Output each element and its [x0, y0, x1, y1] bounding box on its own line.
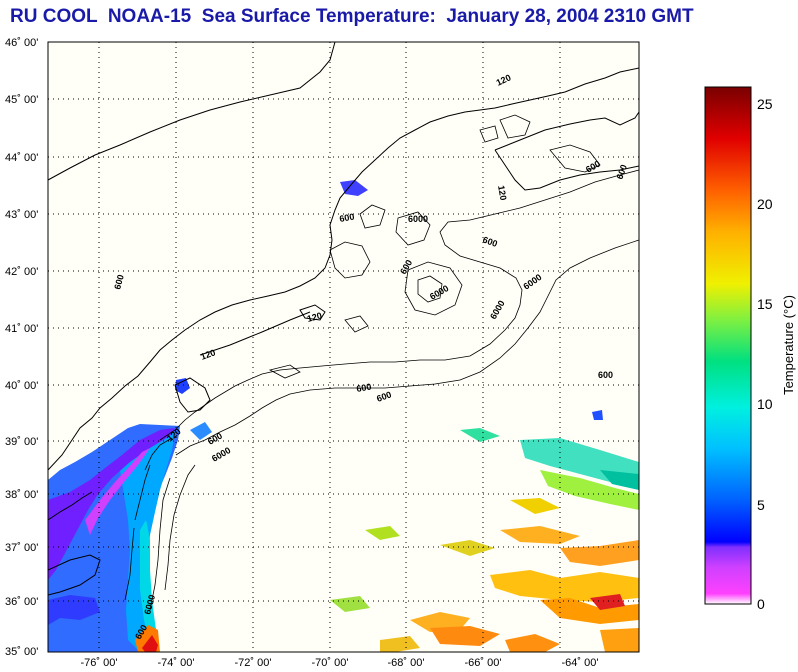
- lon-tick: -66˚ 00': [465, 657, 502, 669]
- colorbar-tick: 0: [757, 596, 765, 612]
- colorbar-tick: 15: [757, 296, 773, 312]
- longitude-ticks: -76˚ 00' -74˚ 00' -72˚ 00' -70˚ 00' -68˚…: [81, 657, 599, 669]
- lat-tick: 39˚ 00': [5, 436, 38, 448]
- lat-tick: 35˚ 00': [5, 646, 38, 658]
- lat-tick: 40˚ 00': [5, 380, 38, 392]
- contour-label: 600: [112, 273, 126, 290]
- contour-label: 120: [306, 310, 323, 324]
- colorbar-tick: 10: [757, 396, 773, 412]
- colorbar-title: Temperature (°C): [781, 295, 796, 395]
- contour-label: 120: [496, 185, 508, 202]
- lat-tick: 43˚ 00': [5, 209, 38, 221]
- colorbar-tick: 25: [757, 96, 773, 112]
- lat-tick: 42˚ 00': [5, 266, 38, 278]
- colorbar-tick: 5: [757, 497, 765, 513]
- colorbar-tick: 20: [757, 196, 773, 212]
- lat-tick: 38˚ 00': [5, 489, 38, 501]
- lat-lon-grid: [48, 42, 639, 652]
- contour-label: 120: [199, 347, 217, 362]
- lat-tick: 45˚ 00': [5, 94, 38, 106]
- contour-label: 600: [598, 370, 613, 380]
- contour-label: 600: [481, 234, 499, 249]
- lat-tick: 37˚ 00': [5, 542, 38, 554]
- contour-label: 6000: [408, 214, 428, 224]
- lon-tick: -68˚ 00': [388, 657, 425, 669]
- latitude-ticks: 46˚ 00' 45˚ 00' 44˚ 00' 43˚ 00' 42˚ 00' …: [5, 37, 38, 658]
- sst-data: [48, 180, 639, 652]
- colorbar: 25 20 15 10 5 0 Temperature (°C): [704, 86, 796, 612]
- bathymetry-contours: [124, 114, 639, 611]
- lon-tick: -76˚ 00': [81, 657, 118, 669]
- contour-label: 600: [339, 212, 356, 224]
- lat-tick: 46˚ 00': [5, 37, 38, 49]
- map-frame: [47, 41, 640, 653]
- lat-tick: 36˚ 00': [5, 596, 38, 608]
- lon-tick: -72˚ 00': [235, 657, 272, 669]
- contour-label: 600: [375, 389, 393, 404]
- colorbar-gradient: [704, 86, 752, 605]
- lon-tick: -70˚ 00': [312, 657, 349, 669]
- lat-tick: 44˚ 00': [5, 152, 38, 164]
- contour-label: 600: [614, 163, 629, 181]
- lat-tick: 41˚ 00': [5, 323, 38, 335]
- lon-tick: -64˚ 00': [562, 657, 599, 669]
- map-title: RU COOL NOAA-15 Sea Surface Temperature:…: [10, 6, 694, 27]
- lon-tick: -74˚ 00': [158, 657, 195, 669]
